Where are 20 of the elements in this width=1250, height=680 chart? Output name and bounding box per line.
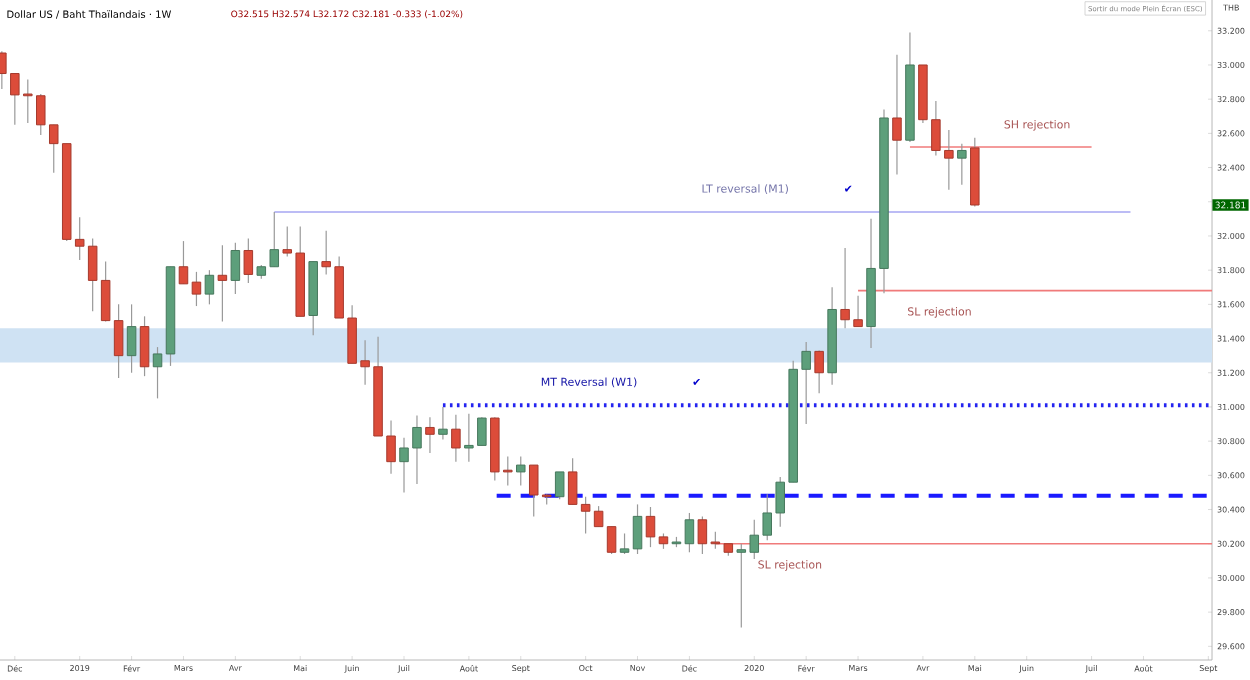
candlestick — [451, 414, 461, 463]
candlestick — [619, 532, 630, 555]
candlestick — [217, 244, 228, 323]
candlestick — [243, 237, 254, 284]
candlestick — [814, 349, 824, 394]
candlestick — [204, 269, 215, 305]
candlestick — [139, 315, 150, 377]
candlestick — [425, 416, 435, 454]
candlestick — [632, 503, 643, 555]
candlestick — [438, 406, 448, 441]
candlestick — [230, 242, 241, 295]
candlestick — [645, 506, 656, 548]
candlestick — [126, 303, 137, 374]
candlestick — [152, 346, 163, 399]
candlestick — [554, 471, 565, 500]
candlestick — [516, 455, 526, 487]
candlestick — [178, 240, 189, 285]
candlestick — [957, 143, 967, 186]
candlestick — [191, 271, 202, 307]
candlestick — [892, 54, 902, 175]
